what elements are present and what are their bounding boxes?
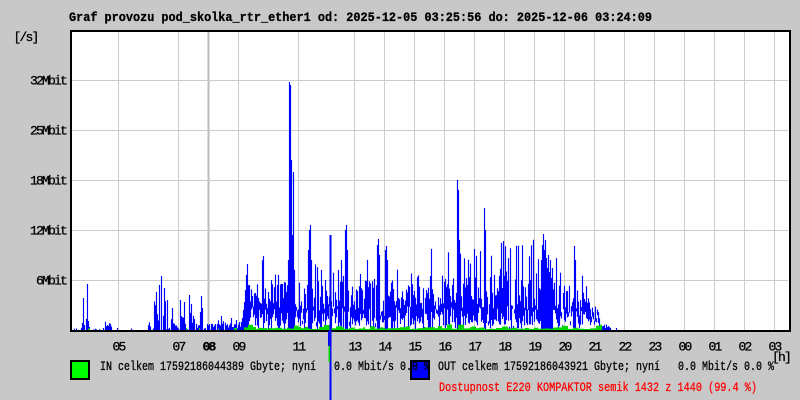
svg-text:[h]: [h] [772, 350, 790, 365]
svg-text:23: 23 [648, 340, 661, 355]
svg-text:Dostupnost E220 KOMPAKTOR semi: Dostupnost E220 KOMPAKTOR semik 1432 z 1… [439, 380, 757, 395]
svg-text:01: 01 [708, 340, 722, 355]
svg-text:16: 16 [438, 340, 451, 355]
svg-text:OUT celkem 17592186043921 Gbyt: OUT celkem 17592186043921 Gbyte; nyní 0.… [438, 359, 774, 374]
svg-text:25Mbit: 25Mbit [30, 124, 67, 139]
svg-text:Graf provozu pod_skolka_rtr_et: Graf provozu pod_skolka_rtr_ether1 od: 2… [69, 10, 652, 25]
svg-text:6Mbit: 6Mbit [36, 274, 67, 289]
svg-text:17: 17 [468, 340, 481, 355]
svg-text:22: 22 [618, 340, 631, 355]
svg-text:15: 15 [408, 340, 421, 355]
svg-text:00: 00 [678, 340, 691, 355]
svg-text:20: 20 [558, 340, 571, 355]
svg-text:08: 08 [202, 340, 216, 355]
svg-text:11: 11 [292, 340, 306, 355]
svg-text:21: 21 [588, 340, 602, 355]
svg-text:19: 19 [528, 340, 541, 355]
svg-text:05: 05 [112, 340, 125, 355]
svg-text:09: 09 [232, 340, 245, 355]
svg-text:02: 02 [738, 340, 751, 355]
svg-text:18Mbit: 18Mbit [30, 174, 67, 189]
svg-text:12Mbit: 12Mbit [30, 224, 67, 239]
svg-text:13: 13 [348, 340, 361, 355]
svg-text:32Mbit: 32Mbit [30, 74, 67, 89]
svg-text:IN celkem 17592186044389 Gbyte: IN celkem 17592186044389 Gbyte; nyní 0.0… [100, 359, 430, 374]
svg-text:[/s]: [/s] [14, 30, 38, 45]
svg-text:18: 18 [498, 340, 511, 355]
svg-text:07: 07 [172, 340, 185, 355]
svg-text:03: 03 [768, 340, 781, 355]
svg-text:14: 14 [378, 340, 392, 355]
